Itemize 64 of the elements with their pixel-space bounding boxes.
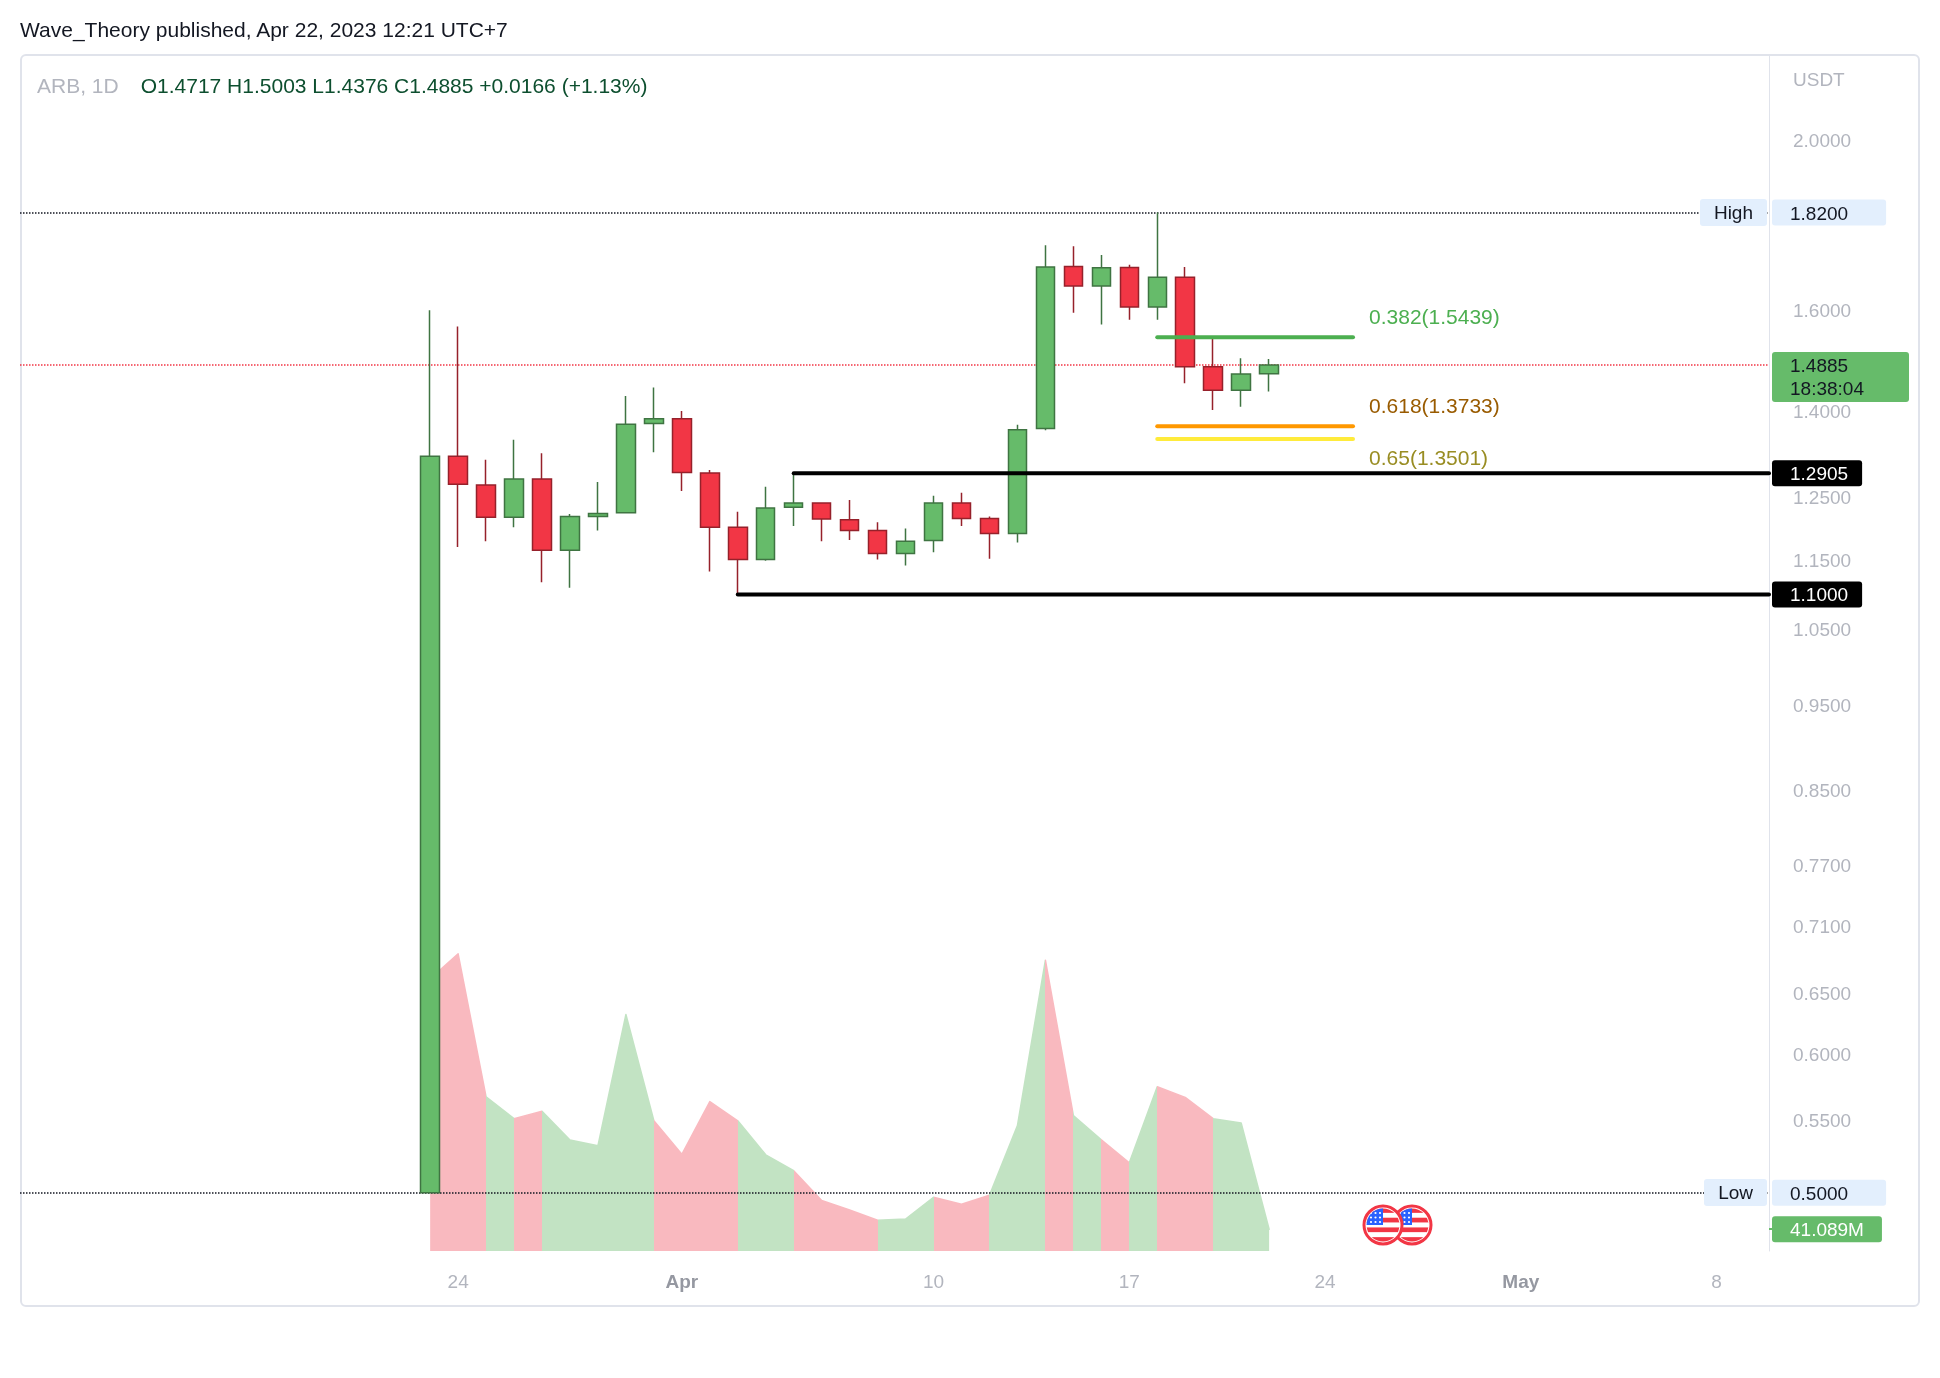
candlestick — [1007, 423, 1028, 544]
candlestick — [951, 491, 972, 527]
x-tick-label: 24 — [447, 1271, 470, 1292]
y-tick-label: 0.7100 — [1793, 916, 1852, 938]
x-tick-label: 17 — [1118, 1271, 1140, 1292]
candlestick — [727, 510, 749, 596]
candlestick — [979, 515, 1000, 560]
y-tick-label: 0.5500 — [1793, 1109, 1852, 1131]
candlestick — [559, 513, 581, 589]
candlestick — [531, 452, 553, 583]
text: ARB, 1D — [37, 74, 119, 97]
series-label: 0.65(1.3501) — [1369, 445, 1489, 469]
candlestick — [755, 485, 776, 562]
y-tick-label: 1.2500 — [1793, 487, 1852, 509]
y-tick-label: 0.8500 — [1793, 779, 1852, 801]
candlestick — [1035, 244, 1056, 431]
candlestick — [1091, 254, 1112, 326]
y-tick-label: 0.6000 — [1793, 1043, 1852, 1065]
x-tick-label: 24 — [1314, 1271, 1337, 1292]
candlestick — [587, 481, 609, 532]
candlestick — [615, 395, 637, 515]
candlestick — [671, 410, 693, 492]
y-tick-label: 1.4000 — [1793, 401, 1852, 423]
series-label: 0.382(1.5439) — [1369, 304, 1500, 328]
x-tick-label: Apr — [665, 1271, 699, 1292]
ref-line-label: High — [1699, 199, 1767, 227]
text: O1.4717 H1.5003 L1.4376 C1.4885 +0.0166 (+1.13%) — [140, 74, 648, 97]
candlestick — [783, 472, 804, 527]
data-label: 1.2905 — [1790, 462, 1849, 484]
y-tick-label: 1.4885 — [1790, 355, 1849, 377]
y-tick-label: 2.0000 — [1793, 130, 1852, 152]
data-label: 1.1000 — [1790, 584, 1849, 606]
candlestick — [1063, 245, 1084, 314]
candlestick — [475, 458, 497, 543]
y-tick-label: 1.6000 — [1793, 299, 1852, 321]
candlestick — [895, 527, 916, 567]
y-tick-label: 1.8200 — [1790, 202, 1849, 224]
candlestick — [1119, 263, 1140, 321]
annotation: 18:38:04 — [1772, 378, 1909, 403]
candlestick — [811, 501, 832, 543]
candlestick — [419, 309, 441, 1194]
y-tick-label: 0.5000 — [1790, 1182, 1849, 1204]
candlestick — [923, 494, 944, 554]
candlestick — [867, 521, 888, 561]
candlestick — [839, 499, 860, 541]
y-tick-label: 0.6500 — [1793, 983, 1852, 1005]
candlestick — [699, 469, 721, 573]
series-label: 0.618(1.3733) — [1369, 393, 1500, 417]
x-tick-label: 10 — [922, 1271, 945, 1292]
y-tick-label: 0.7700 — [1793, 854, 1852, 876]
x-tick-label: May — [1502, 1271, 1540, 1292]
y-tick-label: 1.0500 — [1793, 619, 1852, 641]
candlestick — [1147, 211, 1168, 321]
candlestick — [1230, 357, 1252, 408]
y2-tick-label: 41.089M — [1790, 1219, 1864, 1241]
x-tick-label: 8 — [1711, 1271, 1722, 1292]
candlestick — [503, 438, 525, 528]
y-tick-label: 1.1500 — [1793, 550, 1852, 572]
candlestick — [1258, 358, 1280, 393]
candlestick — [643, 386, 665, 453]
text: Wave_Theory published, Apr 22, 2023 12:21 UTC+7 — [20, 17, 508, 43]
y-axis-title: USDT — [1793, 68, 1845, 92]
y-tick-label: 0.9500 — [1793, 695, 1852, 717]
ref-line-label: Low — [1704, 1179, 1767, 1207]
